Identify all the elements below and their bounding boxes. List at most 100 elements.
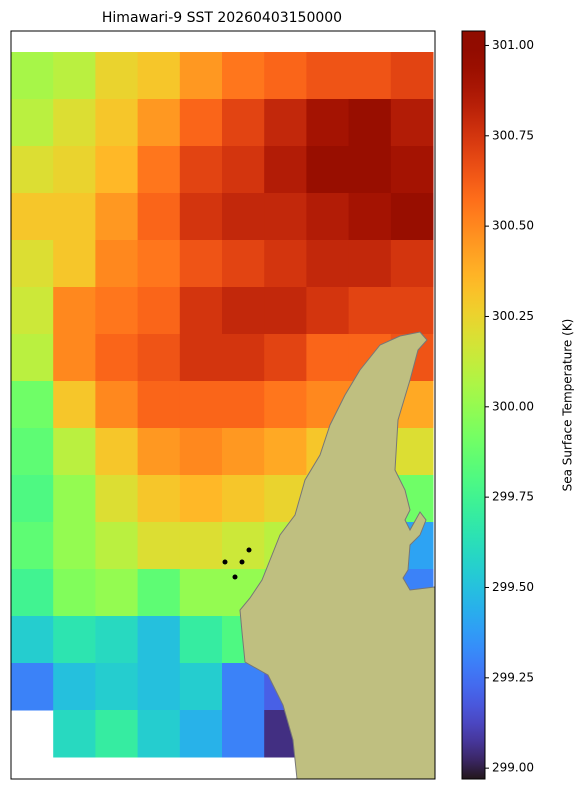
heatmap-cell [306,240,350,288]
heatmap-cell [179,193,223,241]
heatmap-cell [11,146,54,194]
colorbar-tick-label: 300.25 [492,309,534,323]
heatmap-cell [137,99,181,147]
heatmap-cell [95,99,139,147]
heatmap-cell [137,522,181,570]
heatmap-cell [348,52,392,100]
heatmap-cell [179,522,223,570]
heatmap-cell [53,475,96,523]
heatmap-cell [222,381,265,429]
heatmap-cell [179,99,223,147]
marker [246,547,252,553]
heatmap-cell [179,287,223,335]
colorbar-tick-label: 299.75 [492,490,534,504]
heatmap-cell [179,616,223,664]
colorbar-label: Sea Surface Temperature (K) [561,319,575,492]
heatmap-cell [137,146,181,194]
heatmap-cell [306,99,350,147]
heatmap-cell [348,240,392,288]
heatmap-cell [179,334,223,382]
heatmap-cell [53,381,96,429]
heatmap-cell [95,334,139,382]
heatmap-cell [53,663,96,711]
heatmap-cell [137,287,181,335]
heatmap-cell [95,52,139,100]
heatmap-cell [137,193,181,241]
heatmap-cell [53,334,96,382]
heatmap-cell [306,193,350,241]
heatmap-cell [390,193,434,241]
heatmap-cell [179,710,223,758]
heatmap-cell [306,287,350,335]
heatmap-cell [11,240,54,288]
heatmap-cell [222,287,265,335]
heatmap-cell [53,287,96,335]
heatmap-cell [95,146,139,194]
marker [232,574,238,580]
heatmap-cell [53,522,96,570]
heatmap-cell [264,52,307,100]
heatmap-cell [179,52,223,100]
heatmap-cell [348,287,392,335]
colorbar-tick-label: 299.25 [492,670,534,684]
heatmap-cell [53,146,96,194]
marker [222,559,228,565]
heatmap-cell [53,710,96,758]
chart-title: Himawari-9 SST 20260403150000 [102,10,342,26]
heatmap-cell [222,193,265,241]
heatmap-cell [137,663,181,711]
heatmap-cell [53,569,96,617]
heatmap-cell [11,287,54,335]
heatmap-cell [264,428,307,476]
heatmap-cell [137,240,181,288]
heatmap-cell [306,146,350,194]
heatmap-cell [222,240,265,288]
heatmap-cell [11,522,54,570]
heatmap-cell [53,99,96,147]
heatmap-cell [95,663,139,711]
heatmap-cell [222,146,265,194]
heatmap-cell [11,334,54,382]
heatmap-cell [264,146,307,194]
heatmap-cell [137,381,181,429]
heatmap-cell [137,334,181,382]
heatmap-cell [390,240,434,288]
heatmap-cell [11,569,54,617]
heatmap-cell [264,287,307,335]
heatmap-cell [264,193,307,241]
heatmap-cell [53,240,96,288]
heatmap-cell [390,99,434,147]
heatmap-cell [179,146,223,194]
heatmap-cell [348,146,392,194]
heatmap-cell [390,52,434,100]
heatmap-cell [95,193,139,241]
colorbar-tick-label: 299.50 [492,580,534,594]
heatmap-cell [95,428,139,476]
heatmap-cell [390,428,434,476]
colorbar-tick-label: 300.50 [492,219,534,233]
heatmap-cell [222,710,265,758]
heatmap-cell [264,381,307,429]
heatmap-cell [53,616,96,664]
heatmap-cell [137,710,181,758]
heatmap-cell [95,522,139,570]
heatmap-cell [179,240,223,288]
heatmap-cell [222,99,265,147]
heatmap-cell [11,52,54,100]
heatmap-cell [222,663,265,711]
heatmap-cell [11,663,54,711]
heatmap-cell [11,193,54,241]
heatmap-cell [348,193,392,241]
heatmap-cell [348,99,392,147]
heatmap-cell [390,287,434,335]
heatmap-cell [179,569,223,617]
heatmap-cell [179,381,223,429]
heatmap-cell [11,616,54,664]
heatmap-cell [95,569,139,617]
colorbar-tick-label: 300.00 [492,399,534,413]
heatmap-cell [53,193,96,241]
heatmap-cell [222,428,265,476]
heatmap-cell [53,428,96,476]
colorbar [461,30,486,780]
